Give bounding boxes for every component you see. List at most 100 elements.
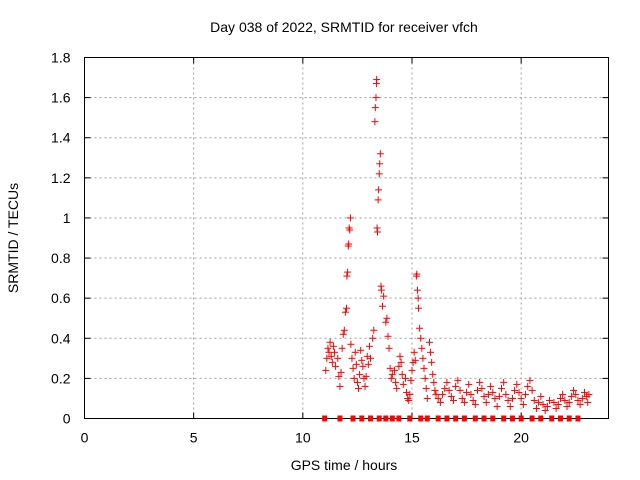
data-point (530, 396, 538, 404)
data-point (362, 372, 370, 380)
y-tick-label: 0.2 (51, 370, 71, 386)
data-point (585, 390, 593, 398)
data-point (456, 386, 464, 394)
zero-marker (529, 415, 535, 422)
data-point (519, 400, 527, 408)
data-point (374, 196, 382, 204)
data-point (517, 394, 525, 402)
data-point (421, 374, 429, 382)
data-point (458, 394, 466, 402)
data-point (323, 354, 331, 362)
x-tick-label: 15 (404, 430, 420, 446)
zero-marker (376, 415, 382, 422)
data-point (387, 374, 395, 382)
data-point (349, 364, 357, 372)
y-tick-label: 0.8 (51, 250, 71, 266)
data-point (515, 388, 523, 396)
y-tick-label: 1.2 (51, 170, 71, 186)
zero-marker (350, 415, 356, 422)
zero-marker (518, 415, 524, 422)
data-point (375, 170, 383, 178)
data-point (386, 364, 394, 372)
data-point (417, 334, 425, 342)
data-point (364, 360, 372, 368)
data-point (322, 366, 330, 374)
data-point (382, 318, 390, 326)
tick-layer: 0 0.2 0.4 0.6 0.8 1 1.2 1.4 1.6 1.8 0 5 10 15 20 (51, 50, 609, 446)
data-point (535, 398, 543, 406)
zero-marker (322, 415, 328, 422)
data-point (411, 356, 419, 364)
data-point (550, 398, 558, 406)
data-point (344, 268, 352, 276)
data-point (346, 214, 354, 222)
zero-marker (383, 415, 389, 422)
zero-marker (435, 415, 441, 422)
data-point (395, 362, 403, 370)
data-point (528, 386, 536, 394)
chart-title: Day 038 of 2022, SRMTID for receiver vfc… (210, 19, 478, 35)
data-point (341, 308, 349, 316)
data-point (418, 344, 426, 352)
data-point (430, 378, 438, 386)
data-point (335, 372, 343, 380)
y-tick-label: 0 (63, 411, 71, 427)
data-point (337, 368, 345, 376)
zero-marker (337, 415, 343, 422)
data-point (396, 352, 404, 360)
zero-marker (490, 415, 496, 422)
data-point (428, 358, 436, 366)
data-point (328, 358, 336, 366)
data-point (541, 406, 549, 414)
data-point (383, 314, 391, 322)
zero-marker (549, 415, 555, 422)
data-point (388, 370, 396, 378)
data-point (500, 378, 508, 386)
data-point (580, 388, 588, 396)
data-point (584, 398, 592, 406)
data-point (420, 364, 428, 372)
data-point (370, 326, 378, 334)
data-point (443, 378, 451, 386)
data-point (526, 376, 534, 384)
zero-marker (396, 415, 402, 422)
data-point (508, 394, 516, 402)
data-point (379, 302, 387, 310)
zero-marker (566, 415, 572, 422)
zero-marker (538, 415, 544, 422)
data-point (407, 376, 415, 384)
zero-marker (481, 415, 487, 422)
data-point (478, 384, 486, 392)
data-point (376, 150, 384, 158)
data-point (436, 398, 444, 406)
data-point (358, 356, 366, 364)
data-point (374, 228, 382, 236)
data-point (578, 394, 586, 402)
data-point (556, 394, 564, 402)
data-point (372, 94, 380, 102)
data-point (391, 366, 399, 374)
y-tick-label: 1.6 (51, 90, 71, 106)
data-point (463, 388, 471, 396)
zero-marker (407, 415, 413, 422)
data-point (327, 352, 335, 360)
data-point (487, 382, 495, 390)
data-point (359, 362, 367, 370)
plot-frame (84, 57, 609, 419)
data-point (398, 370, 406, 378)
data-point (343, 272, 351, 280)
data-point (413, 286, 421, 294)
data-point (355, 384, 363, 392)
data-point (384, 332, 392, 340)
data-point (401, 374, 409, 382)
zero-marker (509, 415, 515, 422)
data-point (432, 390, 440, 398)
zero-marker (444, 415, 450, 422)
data-point (543, 402, 551, 410)
data-point (413, 270, 421, 278)
data-point (373, 76, 381, 84)
data-point (339, 330, 347, 338)
data-point (563, 402, 571, 410)
data-point (348, 354, 356, 362)
data-point (454, 376, 462, 384)
